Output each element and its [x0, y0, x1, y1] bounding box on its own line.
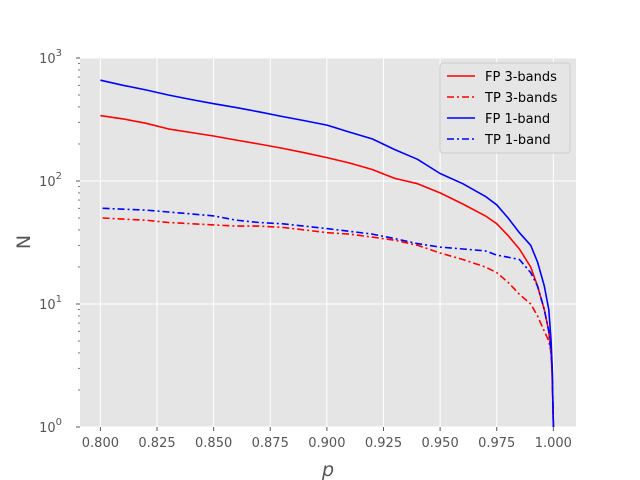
series-line-tp-1-band [102, 207, 555, 428]
legend: FP 3-bands TP 3-bands FP 1-band TP 1-band [439, 62, 571, 154]
y-tick-label: 102 [39, 171, 62, 190]
legend-label: TP 1-band [484, 133, 551, 148]
legend-label: TP 3-bands [484, 91, 558, 106]
y-tick-exponent: 0 [56, 417, 62, 428]
y-tick-base: 10 [39, 175, 56, 190]
x-tick-label: 1.000 [535, 436, 572, 451]
legend-label: FP 1-band [485, 112, 550, 127]
x-tick-label: 0.900 [308, 436, 345, 451]
y-tick-exponent: 1 [56, 294, 62, 305]
legend-box [439, 62, 571, 154]
y-tick-exponent: 3 [56, 48, 62, 59]
x-tick-label: 0.950 [422, 436, 459, 451]
y-tick-label: 103 [39, 48, 62, 67]
series-lines [100, 79, 555, 428]
x-tick-label: 0.875 [252, 436, 289, 451]
y-tick-label: 101 [39, 294, 62, 313]
y-tick-exponent: 2 [56, 171, 62, 182]
y-tick-label: 100 [39, 417, 62, 436]
series-line-fp-1-band [100, 79, 555, 428]
legend-label: FP 3-bands [485, 70, 557, 85]
y-axis-label: N [13, 235, 35, 249]
x-tick-label: 0.825 [138, 436, 175, 451]
axis-ticks: 0.800 0.825 0.850 0.875 0.900 0.925 0.950 0.975… [39, 48, 572, 451]
legend-items: FP 3-bands TP 3-bands FP 1-band TP 1-band [447, 70, 558, 148]
y-tick-base: 10 [39, 421, 56, 436]
y-tick-base: 10 [39, 298, 56, 313]
series-line-tp-3-bands [102, 217, 555, 428]
x-tick-label: 0.800 [82, 436, 119, 451]
x-axis-label: p [321, 459, 334, 480]
y-tick-base: 10 [39, 52, 56, 67]
x-tick-label: 0.975 [478, 436, 515, 451]
x-tick-label: 0.925 [365, 436, 402, 451]
x-tick-label: 0.850 [195, 436, 232, 451]
